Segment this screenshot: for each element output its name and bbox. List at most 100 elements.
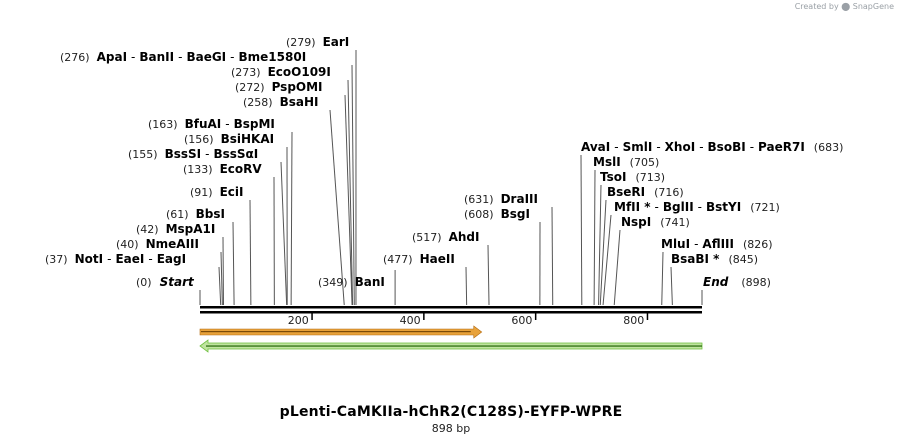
svg-text:NotI: NotI <box>75 252 104 266</box>
svg-text:BaeGI: BaeGI <box>186 50 226 64</box>
svg-text:(273): (273) <box>231 66 261 79</box>
site-label-bfuai: (163) BfuAI - BspMI <box>148 117 275 131</box>
svg-text:(156): (156) <box>184 133 214 146</box>
scale-tick-label-600: 600 <box>511 314 532 327</box>
site-label-apai: (276) ApaI - BanII - BaeGI - Bme1580I <box>60 50 306 64</box>
svg-text:BanII: BanII <box>139 50 174 64</box>
svg-text:(276): (276) <box>60 51 90 64</box>
svg-text:DraIII: DraIII <box>501 192 538 206</box>
svg-text:BsaHI: BsaHI <box>280 95 319 109</box>
svg-text:(631): (631) <box>464 193 494 206</box>
site-label-ahdi: (517) AhdI <box>412 230 479 244</box>
svg-text:-: - <box>225 117 229 131</box>
svg-text:(258): (258) <box>243 96 273 109</box>
svg-text:Bme1580I: Bme1580I <box>239 50 307 64</box>
leader-line-741 <box>613 229 621 306</box>
svg-text:-: - <box>656 140 660 154</box>
svg-text:EcoRV: EcoRV <box>220 162 263 176</box>
svg-text:BstYI: BstYI <box>706 200 741 214</box>
leader-line-705 <box>593 169 596 306</box>
credit-brand: SnapGene <box>852 2 894 11</box>
svg-text:BsaBI *: BsaBI * <box>671 252 720 266</box>
site-label-pspomi: (272) PspOMI <box>235 80 323 94</box>
svg-text:MslI: MslI <box>593 155 621 169</box>
svg-text:SmlI: SmlI <box>623 140 653 154</box>
svg-text:(608): (608) <box>464 208 494 221</box>
svg-text:MfII *: MfII * <box>614 200 651 214</box>
site-label-bbsi: (61) BbsI <box>166 207 225 221</box>
site-labels: (279) EarI(276) ApaI - BanII - BaeGI - Bme1580I(… <box>45 35 843 289</box>
svg-text:(826): (826) <box>743 238 773 251</box>
site-label-nmeaiii: (40) NmeAIII <box>116 237 199 251</box>
site-label-bsabi: BsaBI * (845) <box>671 252 758 266</box>
svg-text:(741): (741) <box>660 216 690 229</box>
leader-line-826 <box>661 251 664 306</box>
svg-text:MspA1I: MspA1I <box>166 222 216 236</box>
svg-text:-: - <box>694 237 698 251</box>
plasmid-length: 898 bp <box>431 422 471 435</box>
svg-text:-: - <box>148 252 152 266</box>
start-label: Start <box>160 275 195 289</box>
svg-text:BssSI: BssSI <box>165 147 202 161</box>
svg-text:BseRI: BseRI <box>607 185 645 199</box>
site-label-bseri: BseRI (716) <box>607 185 684 199</box>
site-label-ecorv: (133) EcoRV <box>183 162 262 176</box>
svg-text:BsoBI: BsoBI <box>708 140 746 154</box>
site-label-ecii: (91) EciI <box>190 185 243 199</box>
svg-text:(517): (517) <box>412 231 442 244</box>
svg-text:TsoI: TsoI <box>600 170 626 184</box>
svg-text:EcoO109I: EcoO109I <box>268 65 331 79</box>
svg-text:(163): (163) <box>148 118 178 131</box>
svg-text:BsgI: BsgI <box>501 207 530 221</box>
site-label-bsihkai: (156) BsiHKAI <box>184 132 274 146</box>
site-label-ecoo109i: (273) EcoO109I <box>231 65 331 79</box>
svg-text:NspI: NspI <box>621 215 651 229</box>
svg-text:-: - <box>107 252 111 266</box>
svg-text:AvaI: AvaI <box>581 140 610 154</box>
site-label-msli: MslI (705) <box>593 155 659 169</box>
svg-text:(40): (40) <box>116 238 139 251</box>
svg-text:(272): (272) <box>235 81 265 94</box>
site-label-noti: (37) NotI - EaeI - EagI <box>45 252 186 266</box>
leader-line-631 <box>551 206 554 306</box>
end-label: End <box>703 275 729 289</box>
svg-text:PaeR7I: PaeR7I <box>758 140 805 154</box>
site-label-eari: (279) EarI <box>286 35 349 49</box>
sequence-backbone: 200 400 600 800 <box>200 306 702 327</box>
svg-text:(37): (37) <box>45 253 68 266</box>
svg-text:NmeAIII: NmeAIII <box>146 237 199 251</box>
svg-text:(42): (42) <box>136 223 159 236</box>
site-label-draiii: (631) DraIII <box>464 192 538 206</box>
leader-line-845 <box>670 266 673 306</box>
site-label-avai: AvaI - SmlI - XhoI - BsoBI - PaeR7I (683) <box>581 140 843 154</box>
snapgene-logo-icon: ⬤ <box>841 2 851 11</box>
leader-line-721 <box>602 214 612 306</box>
site-label-tsoi: TsoI (713) <box>600 170 665 184</box>
svg-text:EagI: EagI <box>157 252 186 266</box>
svg-text:-: - <box>131 50 135 64</box>
leader-line-273 <box>347 79 354 306</box>
svg-text:XhoI: XhoI <box>665 140 696 154</box>
svg-text:BbsI: BbsI <box>196 207 225 221</box>
feature-arrows <box>199 325 703 353</box>
site-label-nspi: NspI (741) <box>621 215 690 229</box>
leader-line-716 <box>599 199 607 306</box>
scale-tick-label-200: 200 <box>288 314 309 327</box>
end-position: (898) <box>741 276 771 289</box>
svg-text:(91): (91) <box>190 186 213 199</box>
leader-line-477 <box>465 266 468 306</box>
svg-text:(713): (713) <box>635 171 665 184</box>
leader-line-713 <box>598 184 602 306</box>
svg-text:-: - <box>655 200 659 214</box>
svg-text:-: - <box>614 140 618 154</box>
svg-text:(133): (133) <box>183 163 213 176</box>
svg-text:PspOMI: PspOMI <box>272 80 323 94</box>
snapgene-credit: Created by ⬤ SnapGene <box>795 2 894 11</box>
svg-text:(716): (716) <box>654 186 684 199</box>
svg-text:EarI: EarI <box>323 35 350 49</box>
svg-text:ApaI: ApaI <box>97 50 127 64</box>
leader-line-517 <box>487 244 490 306</box>
leader-line-683 <box>580 154 583 306</box>
leader-line-40 <box>220 251 223 306</box>
svg-text:(349): (349) <box>318 276 348 289</box>
